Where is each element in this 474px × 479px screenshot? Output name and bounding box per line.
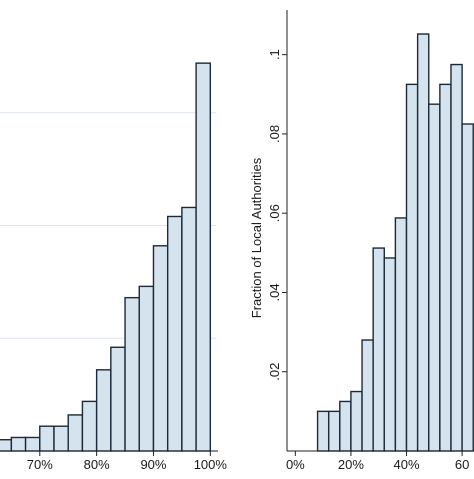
- right-bar-13: [450, 63, 463, 452]
- right-y-axis-label: Fraction of Local Authorities: [249, 157, 264, 318]
- right-x-tick-label-2: 20%: [338, 457, 364, 472]
- right-bar-6: [372, 247, 385, 452]
- left-bar-11: [138, 285, 155, 452]
- left-x-tick-label-3: 90%: [140, 457, 166, 472]
- left-x-tick-label-1: 70%: [27, 457, 53, 472]
- left-x-tick-label-2: 80%: [84, 457, 110, 472]
- left-bar-9: [110, 346, 126, 452]
- right-bar-9: [405, 83, 419, 452]
- right-bar-12: [439, 83, 452, 452]
- right-bar-10: [416, 33, 430, 452]
- right-bar-8: [394, 217, 408, 452]
- left-bar-7: [81, 400, 98, 452]
- left-bar-6: [67, 414, 84, 452]
- right-bar-4: [350, 390, 363, 452]
- right-bar-1: [316, 410, 330, 452]
- left-bar-15: [195, 62, 212, 452]
- right-bar-5: [361, 339, 374, 452]
- left-bar-12: [152, 245, 169, 452]
- right-y-tick-label-4: .08: [267, 125, 282, 143]
- right-x-tick-label-3: 40%: [393, 457, 419, 472]
- right-bar-7: [383, 257, 397, 452]
- right-y-tick-label-3: .06: [267, 204, 282, 222]
- right-bar-3: [339, 400, 352, 452]
- right-bar-2: [327, 410, 341, 452]
- left-bar-1: [0, 439, 13, 452]
- right-histogram: .02 .04 .06 .08 .1 Fraction of Local Authorit…: [249, 10, 474, 472]
- left-x-tick-label-4: 100%: [194, 457, 228, 472]
- left-bar-2: [10, 436, 27, 452]
- right-x-tick-label-1: 0%: [286, 457, 305, 472]
- right-y-tick-label-1: .02: [267, 363, 282, 381]
- left-bar-8: [95, 369, 112, 452]
- left-bar-4: [39, 425, 55, 452]
- right-y-tick-label-5: .1: [267, 49, 282, 60]
- right-bar-14: [461, 123, 474, 452]
- left-bar-13: [166, 215, 183, 452]
- left-bar-3: [24, 436, 41, 452]
- right-y-tick-label-2: .04: [267, 283, 282, 301]
- left-bar-5: [53, 425, 69, 452]
- left-bar-10: [124, 296, 140, 452]
- right-x-tick-label-4: 60: [455, 457, 469, 472]
- left-histogram: 70% 80% 90% 100%: [0, 62, 228, 472]
- right-bar-11: [428, 103, 441, 452]
- left-bar-14: [181, 206, 197, 452]
